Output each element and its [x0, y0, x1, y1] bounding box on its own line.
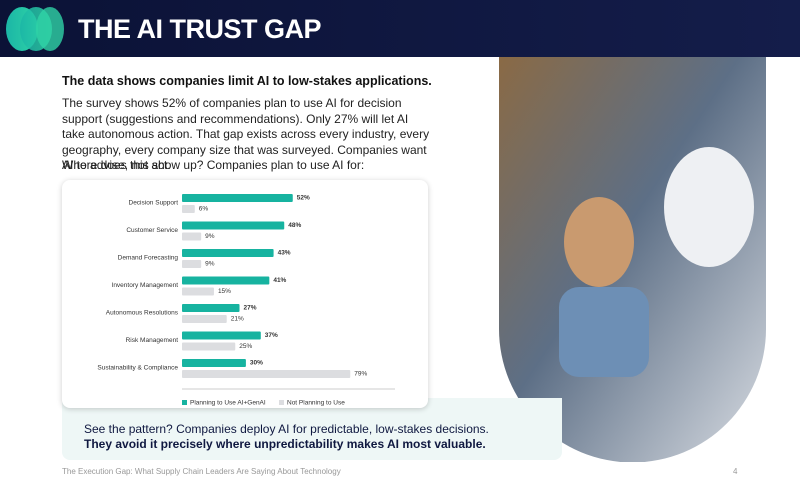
page-title: THE AI TRUST GAP [78, 14, 322, 44]
bar [182, 287, 214, 296]
heading: The data shows companies limit AI to low… [62, 74, 432, 88]
bar [182, 315, 227, 323]
bar [182, 260, 202, 268]
category-label: Autonomous Resolutions [106, 310, 179, 317]
category-label: Customer Service [126, 227, 178, 234]
category-label: Inventory Management [112, 282, 179, 289]
bar [182, 232, 202, 241]
page-number: 4 [733, 467, 738, 476]
callout-emphasis: They avoid it precisely where unpredicta… [84, 437, 486, 451]
logo [6, 7, 64, 51]
photo [499, 57, 766, 462]
value-label: 27% [244, 305, 257, 312]
header-bar [0, 0, 800, 57]
value-label: 9% [205, 261, 215, 268]
chart-card: Decision Support 52% 6% Customer Service 48%… [62, 180, 428, 408]
lead-in: Where does this show up? Companies plan … [62, 158, 365, 172]
category-label: Decision Support [129, 200, 179, 207]
legend-swatch [182, 400, 187, 405]
footer: The Execution Gap: What Supply Chain Lea… [62, 467, 341, 476]
bar [182, 370, 351, 378]
value-label: 43% [278, 250, 291, 257]
legend-label: Not Planning to Use [287, 400, 345, 407]
value-label: 6% [199, 206, 209, 213]
bar [182, 249, 274, 257]
category-label: Sustainability & Compliance [97, 365, 178, 372]
value-label: 30% [250, 360, 263, 367]
value-label: 37% [265, 332, 278, 339]
chart: Decision Support 52% 6% Customer Service 48%… [97, 194, 395, 407]
bar [182, 342, 236, 351]
callout: See the pattern? Companies deploy AI for… [62, 398, 562, 460]
value-label: 21% [231, 316, 244, 323]
value-label: 79% [354, 371, 367, 378]
value-label: 48% [288, 222, 301, 229]
bar [182, 276, 270, 285]
category-label: Demand Forecasting [118, 255, 179, 262]
legend-label: Planning to Use AI+GenAI [190, 400, 266, 407]
value-label: 41% [273, 277, 286, 284]
bar [182, 194, 293, 202]
bar [182, 304, 240, 312]
value-label: 52% [297, 195, 310, 202]
bar [182, 331, 261, 340]
category-label: Risk Management [126, 337, 179, 344]
bar [182, 359, 246, 367]
callout-text: See the pattern? Companies deploy AI for… [84, 422, 489, 436]
value-label: 25% [239, 343, 252, 350]
legend-swatch [279, 400, 284, 405]
paragraph: The survey shows 52% of companies plan t… [62, 96, 430, 172]
value-label: 15% [218, 288, 231, 295]
bar [182, 221, 285, 230]
value-label: 9% [205, 233, 215, 240]
bar [182, 205, 195, 213]
